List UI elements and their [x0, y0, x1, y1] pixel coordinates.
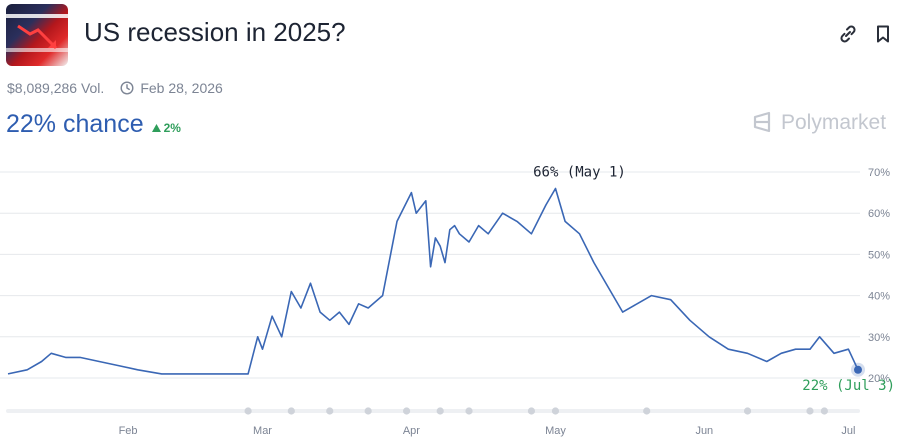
timeline-dot	[244, 407, 252, 415]
timeline-dot	[743, 407, 752, 415]
chance-delta-value: 2%	[163, 121, 181, 135]
bookmark-icon[interactable]	[873, 24, 893, 44]
triangle-up-icon	[151, 124, 161, 132]
timeline-dot	[551, 407, 560, 415]
market-thumbnail	[6, 4, 68, 66]
timeline-dot	[326, 407, 334, 415]
y-tick-label: 70%	[868, 167, 890, 179]
chart-annotations: 66% (May 1) 22% (Jul 3)	[533, 164, 895, 393]
peak-annotation: 66% (May 1)	[533, 164, 626, 180]
timeline-dot	[806, 407, 814, 415]
current-point-dot	[854, 365, 862, 374]
chance-summary: 22% chance 2%	[6, 110, 181, 139]
market-title: US recession in 2025?	[84, 17, 346, 47]
latest-annotation: 22% (Jul 3)	[802, 378, 895, 394]
x-tick-label: Mar	[253, 425, 272, 437]
timeline-dot	[402, 407, 411, 415]
market-meta: $8,089,286 Vol. Feb 28, 2026	[7, 80, 223, 96]
clock-icon	[120, 81, 134, 95]
polymarket-logo-icon	[753, 111, 771, 133]
x-tick-label: Apr	[403, 425, 420, 437]
current-point	[851, 362, 865, 377]
x-tick-label: Jun	[695, 425, 713, 437]
x-axis-ticks: Feb Mar Apr May Jun Jul	[119, 425, 856, 437]
timeline-dot	[364, 407, 372, 415]
chart-grid	[0, 171, 860, 379]
timeline-dot	[287, 407, 295, 415]
brand-name: Polymarket	[781, 111, 887, 134]
chance-value: 22% chance	[6, 110, 144, 138]
y-tick-label: 60%	[868, 208, 890, 220]
timeline-dot	[527, 407, 536, 415]
x-tick-label: Jul	[841, 425, 855, 437]
link-icon[interactable]	[838, 24, 858, 44]
y-axis-ticks: 70% 60% 50% 40% 30% 20%	[868, 167, 890, 385]
y-tick-label: 20%	[868, 373, 890, 385]
x-tick-label: May	[545, 425, 566, 437]
timeline-dot	[436, 407, 444, 415]
timeline-dot	[643, 407, 651, 415]
polymarket-brand: Polymarket	[751, 111, 886, 135]
x-tick-label: Feb	[119, 425, 138, 437]
y-tick-label: 30%	[868, 332, 890, 344]
y-tick-label: 40%	[868, 291, 890, 303]
y-tick-label: 50%	[868, 249, 890, 261]
timeline-track	[6, 407, 860, 415]
probability-series-line	[7, 187, 859, 375]
end-date-text: Feb 28, 2026	[140, 80, 223, 96]
volume-text: $8,089,286 Vol.	[7, 80, 105, 96]
chance-delta: 2%	[151, 121, 181, 135]
timeline-dot	[820, 407, 828, 415]
probability-chart: 70% 60% 50% 40% 30% 20% Feb Mar Apr May Jun Jul 66…	[0, 164, 895, 437]
timeline-dot	[465, 407, 473, 415]
trend-down-icon	[17, 24, 58, 50]
